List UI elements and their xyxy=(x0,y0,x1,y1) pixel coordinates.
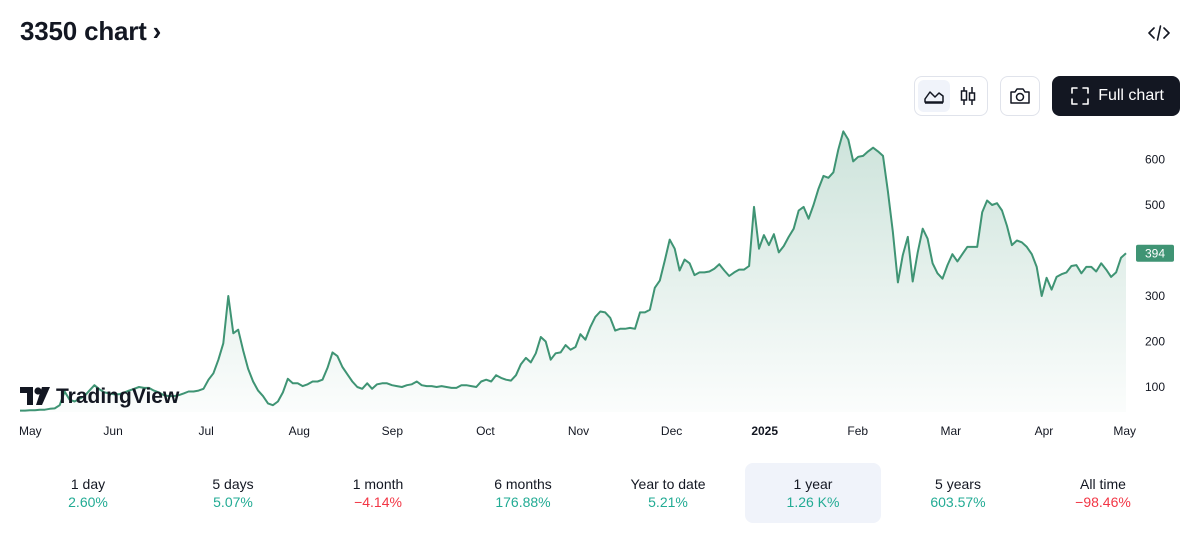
period-change-value: 1.26 K% xyxy=(786,494,840,510)
y-tick-label: 500 xyxy=(1145,198,1165,212)
chart-style-switch xyxy=(914,76,989,116)
page-title[interactable]: 3350 chart xyxy=(20,16,147,46)
period-change-value: 603.57% xyxy=(930,494,986,510)
period-option[interactable]: 5 days 5.07% xyxy=(165,463,301,523)
period-label: 1 month xyxy=(352,476,404,492)
x-tick-label: May xyxy=(19,424,42,438)
last-price-label: 394 xyxy=(1145,246,1165,260)
x-tick-label: May xyxy=(1113,424,1136,438)
x-tick-label: Aug xyxy=(289,424,310,438)
period-change-value: −98.46% xyxy=(1075,494,1131,510)
period-selector: 1 day 2.60% 5 days 5.07% 1 month −4.14% 6 mont… xyxy=(20,463,1180,523)
period-label: 1 year xyxy=(793,476,833,492)
y-tick-label: 100 xyxy=(1145,380,1165,394)
x-tick-label: Apr xyxy=(1035,424,1054,438)
period-option[interactable]: 5 years 603.57% xyxy=(890,463,1026,523)
price-line xyxy=(20,130,1127,412)
period-option[interactable]: All time −98.46% xyxy=(1035,463,1171,523)
y-tick-label: 300 xyxy=(1145,289,1165,303)
y-axis: 100200300400500600 xyxy=(1145,153,1165,394)
period-change-value: −4.14% xyxy=(354,494,402,510)
period-option[interactable]: 1 month −4.14% xyxy=(310,463,446,523)
x-tick-label: Feb xyxy=(847,424,868,438)
period-option[interactable]: 1 year 1.26 K% xyxy=(745,463,881,523)
period-label: 5 years xyxy=(935,476,981,492)
period-label: 6 months xyxy=(494,476,552,492)
period-option[interactable]: Year to date 5.21% xyxy=(600,463,736,523)
chevron-right-icon[interactable]: › xyxy=(152,16,162,46)
candlestick-icon xyxy=(960,87,976,105)
period-change-value: 5.07% xyxy=(213,494,253,510)
chart-toolbar: Full chart xyxy=(914,76,1180,116)
screenshot-button[interactable] xyxy=(1000,76,1041,116)
x-tick-label: Jun xyxy=(103,424,122,438)
price-area-fill xyxy=(20,131,1126,412)
chart-header: 3350 chart › xyxy=(20,16,161,47)
period-label: 5 days xyxy=(212,476,254,492)
period-change-value: 176.88% xyxy=(495,494,551,510)
line-chart-icon xyxy=(924,91,944,104)
tradingview-logo-icon xyxy=(20,387,50,405)
full-chart-label: Full chart xyxy=(1098,87,1164,104)
fullscreen-icon xyxy=(1071,87,1090,105)
x-tick-label: Mar xyxy=(940,424,961,438)
line-chart-button[interactable] xyxy=(918,80,951,112)
period-label: Year to date xyxy=(630,476,706,492)
price-chart[interactable]: 100200300400500600 MayJunJulAugSepOctNov… xyxy=(0,0,1200,445)
x-tick-label: 2025 xyxy=(751,424,778,438)
x-tick-label: Jul xyxy=(198,424,213,438)
period-option[interactable]: 6 months 176.88% xyxy=(455,463,591,523)
period-change-value: 5.21% xyxy=(648,494,688,510)
last-price-badge: 394 xyxy=(1136,244,1174,262)
candlestick-button[interactable] xyxy=(952,80,984,112)
period-label: All time xyxy=(1080,476,1126,492)
full-chart-button[interactable]: Full chart xyxy=(1052,76,1180,116)
camera-icon xyxy=(1010,88,1030,104)
x-tick-label: Oct xyxy=(476,424,495,438)
period-option[interactable]: 1 day 2.60% xyxy=(20,463,156,523)
x-tick-label: Dec xyxy=(661,424,682,438)
tradingview-wordmark: TradingView xyxy=(56,385,180,408)
x-tick-label: Sep xyxy=(382,424,404,438)
x-tick-label: Nov xyxy=(568,424,589,438)
y-tick-label: 600 xyxy=(1145,153,1165,167)
tradingview-logo[interactable]: TradingView xyxy=(20,385,180,408)
period-change-value: 2.60% xyxy=(68,494,108,510)
y-tick-label: 200 xyxy=(1145,335,1165,349)
x-axis: May Jun Jul Aug Sep Oct Nov Dec 2025 Feb Mar Apr May xyxy=(19,424,1136,438)
code-icon[interactable] xyxy=(1146,20,1172,46)
period-label: 1 day xyxy=(70,476,106,492)
